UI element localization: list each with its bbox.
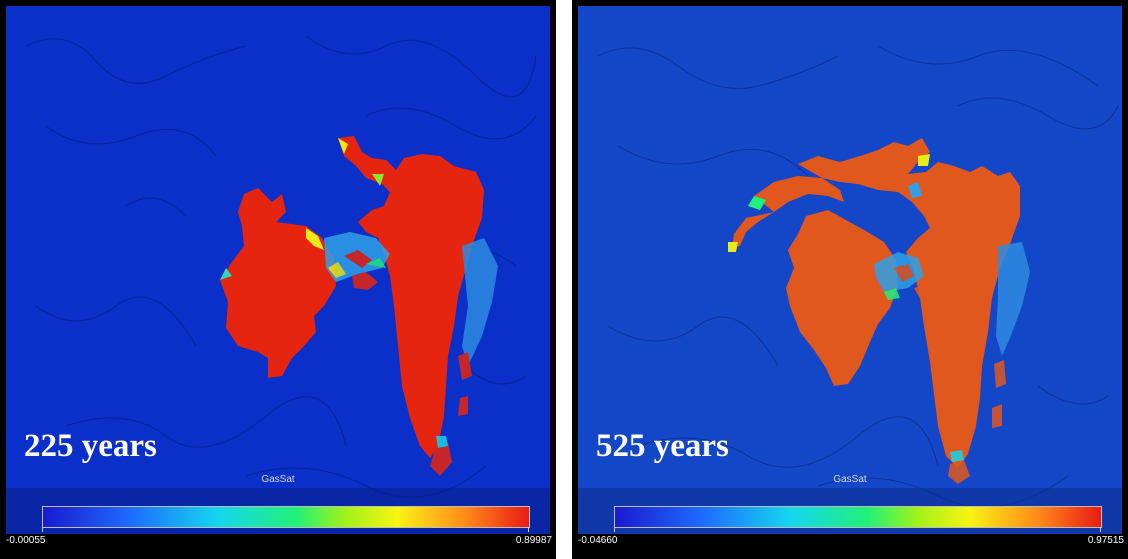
gas-plume-west — [220, 188, 336, 378]
colorbar-tick-max — [1100, 527, 1101, 532]
gas-plume-west — [728, 176, 898, 386]
gas-plume-east — [798, 138, 1020, 468]
variable-label: GasSat — [261, 474, 295, 485]
simulation-panel-225-years: 225 years GasSat -0.00055 0.89987 — [0, 0, 556, 559]
colorbar-max-label: 0.97515 — [1087, 535, 1124, 546]
simulation-panel-525-years: 525 years GasSat -0.04660 0.97515 — [572, 0, 1128, 559]
colorbar-tick-min — [42, 527, 43, 532]
panel-divider — [556, 0, 572, 559]
variable-label: GasSat — [833, 474, 867, 485]
colorbar-min-label: -0.00055 — [6, 535, 46, 546]
colorbar — [614, 506, 1102, 528]
saturation-map — [6, 6, 550, 534]
plume-fringe — [324, 232, 498, 476]
plume-fringe — [874, 242, 1030, 484]
time-label: 225 years — [24, 428, 157, 464]
gas-plume-east — [338, 136, 484, 458]
colorbar-tick-max — [528, 527, 529, 532]
time-label: 525 years — [596, 428, 729, 464]
colorbar-max-label: 0.89987 — [515, 535, 552, 546]
gas-saturation-field — [6, 6, 550, 534]
colorbar-min-label: -0.04660 — [578, 535, 618, 546]
colorbar-tick-min — [614, 527, 615, 532]
colorbar — [42, 506, 530, 528]
